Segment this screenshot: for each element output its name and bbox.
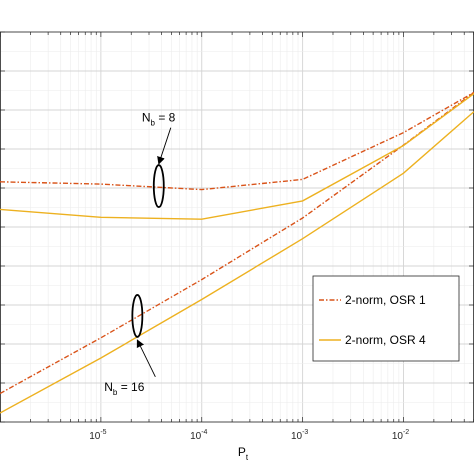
series-line-osr4-nb8 — [0, 93, 474, 220]
x-tick-label: 10-4 — [190, 429, 207, 442]
series-line-osr4-nb16 — [0, 111, 474, 414]
annotation-arrow-nb16 — [136, 339, 156, 377]
legend-label-osr4: 2-norm, OSR 4 — [345, 333, 426, 347]
legend-box — [312, 275, 460, 362]
x-axis-label-main: P — [238, 445, 246, 459]
annotation-ellipse-nb16 — [131, 294, 144, 338]
x-tick-label: 10-3 — [291, 429, 308, 442]
x-tick-label: 10-5 — [89, 429, 106, 442]
series-line-osr1-nb16 — [0, 91, 474, 395]
x-axis-label: Pt — [238, 445, 249, 462]
annotations: Nb = 8 Nb = 16 — [104, 111, 175, 397]
series-line-osr1-nb8 — [0, 91, 474, 191]
annotation-label-nb16: Nb = 16 — [104, 380, 144, 397]
x-axis: 10-5 10-4 10-3 10-2 — [0, 31, 474, 442]
annotation-label-nb8: Nb = 8 — [142, 111, 176, 128]
annotation-arrow-nb8 — [157, 127, 172, 165]
legend-label-osr1: 2-norm, OSR 1 — [345, 293, 426, 307]
legend: 2-norm, OSR 1 2-norm, OSR 4 — [312, 275, 460, 362]
annotation-ellipse-nb8 — [152, 164, 165, 208]
grid — [0, 31, 474, 423]
x-tick-label: 10-2 — [392, 429, 409, 442]
series-group — [0, 91, 474, 414]
x-axis-label-sub: t — [246, 453, 249, 462]
